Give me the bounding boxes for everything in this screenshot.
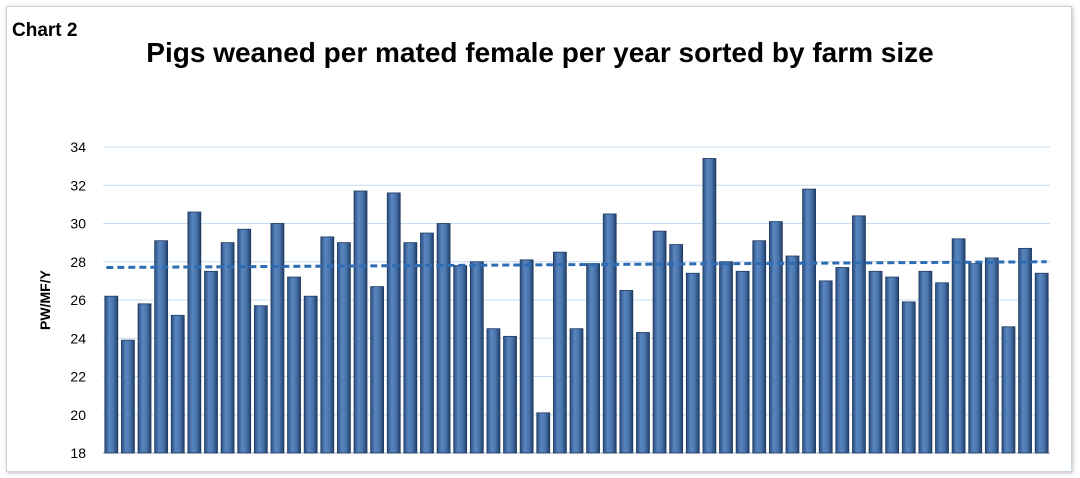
bar xyxy=(403,242,418,454)
y-tick-label: 24 xyxy=(70,330,86,346)
bar xyxy=(602,213,617,454)
bar xyxy=(337,242,351,454)
bar xyxy=(984,257,999,454)
bar xyxy=(1001,326,1016,454)
bar xyxy=(901,301,916,454)
bar xyxy=(802,188,816,454)
bar xyxy=(270,223,285,454)
bar xyxy=(170,314,185,454)
bar xyxy=(137,303,152,454)
y-tick-label: 34 xyxy=(70,139,86,155)
bar xyxy=(353,190,368,454)
bar xyxy=(287,276,301,454)
bar xyxy=(868,270,883,454)
bar xyxy=(121,339,135,454)
y-tick-label: 20 xyxy=(70,407,86,423)
bar xyxy=(420,232,434,454)
bar xyxy=(951,238,966,454)
y-axis-title: PW/MF/Y xyxy=(37,269,53,330)
bar xyxy=(519,259,534,454)
bar xyxy=(685,272,700,454)
y-axis-ticks: 18 20 22 24 26 28 30 32 34 xyxy=(70,139,86,461)
bar xyxy=(237,228,252,454)
y-tick-label: 26 xyxy=(70,292,86,308)
bar xyxy=(735,270,750,454)
bar xyxy=(569,328,584,454)
trendline-group xyxy=(106,260,1047,269)
y-tick-label: 22 xyxy=(70,369,86,385)
bar xyxy=(104,295,119,454)
bar xyxy=(154,240,169,454)
bar xyxy=(436,223,451,454)
bar xyxy=(768,221,783,454)
trendline xyxy=(106,260,1047,269)
chart-title: Pigs weaned per mated female per year so… xyxy=(146,37,934,68)
bars xyxy=(104,158,1049,454)
bar xyxy=(818,280,833,454)
bar xyxy=(968,263,983,454)
bar xyxy=(719,261,733,454)
bar xyxy=(503,335,517,454)
bar xyxy=(303,295,318,454)
bar xyxy=(536,412,551,454)
bar xyxy=(785,255,800,454)
bar xyxy=(469,261,484,454)
bar xyxy=(1034,272,1049,454)
bar xyxy=(553,251,567,454)
bar xyxy=(852,215,866,454)
bar xyxy=(204,270,218,454)
y-tick-label: 32 xyxy=(70,177,86,193)
bar xyxy=(187,211,202,454)
bar xyxy=(935,282,949,454)
y-tick-label: 30 xyxy=(70,216,86,232)
y-tick-label: 18 xyxy=(70,445,86,461)
bar xyxy=(652,230,667,454)
bar xyxy=(586,263,600,454)
bar xyxy=(636,332,650,454)
bar xyxy=(370,286,385,454)
bar xyxy=(885,276,900,454)
bar xyxy=(669,244,684,454)
chart-number-label: Chart 2 xyxy=(12,20,78,41)
bar xyxy=(486,328,501,454)
bar xyxy=(320,236,335,454)
bar xyxy=(752,240,767,454)
bar xyxy=(220,242,235,454)
bar xyxy=(835,267,850,454)
bar xyxy=(453,265,468,454)
bar xyxy=(1018,247,1032,454)
y-tick-label: 28 xyxy=(70,254,86,270)
bar xyxy=(619,290,634,454)
bar xyxy=(918,270,933,454)
bar xyxy=(702,158,717,454)
bar xyxy=(386,192,401,454)
bar xyxy=(253,305,268,454)
